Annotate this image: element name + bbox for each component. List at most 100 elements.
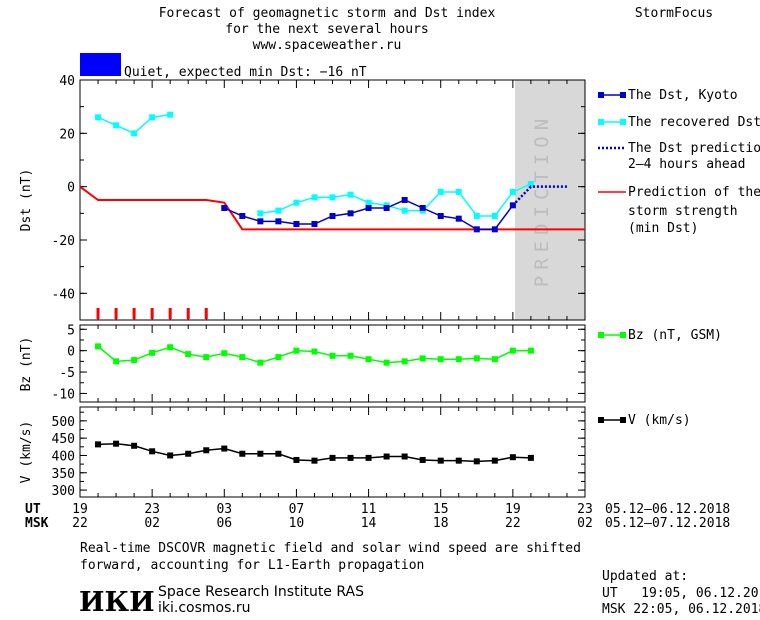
bz-point bbox=[113, 358, 120, 365]
kyoto-dst-point bbox=[221, 205, 228, 211]
bz-point bbox=[167, 344, 174, 351]
kyoto-dst-point bbox=[329, 213, 336, 219]
v-point bbox=[149, 448, 156, 455]
msk-tick-label: 22 bbox=[72, 516, 88, 531]
bz-point bbox=[365, 356, 372, 363]
v-point bbox=[419, 456, 426, 463]
y-tick-label: 40 bbox=[59, 74, 75, 89]
y-tick-label: 350 bbox=[52, 467, 75, 482]
y-tick-label: 500 bbox=[52, 415, 75, 430]
kyoto-dst-point bbox=[347, 210, 354, 217]
legend-v: V (km/s) bbox=[628, 413, 691, 428]
bz-point bbox=[401, 358, 408, 365]
updated-ut: UT 19:05, 06.12.2018 bbox=[602, 586, 760, 601]
legend-bz-marker bbox=[598, 332, 604, 338]
bz-point bbox=[383, 359, 390, 366]
chart-title-line2: for the next several hours bbox=[225, 22, 429, 37]
status-label: Quiet, expected min Dst: −16 nT bbox=[124, 65, 367, 80]
footnote-line2: forward, accounting for L1-Earth propaga… bbox=[80, 558, 424, 573]
kyoto-dst-point bbox=[437, 213, 444, 219]
recovered-dst-point bbox=[509, 189, 516, 195]
msk-row-label: MSK bbox=[25, 516, 49, 531]
recovered-dst-point bbox=[95, 114, 102, 121]
legend-kyoto-marker bbox=[598, 92, 604, 98]
v-point bbox=[113, 440, 120, 447]
dst-axis-label: Dst (nT) bbox=[19, 169, 34, 232]
msk-tick-label: 22 bbox=[505, 516, 521, 531]
v-point bbox=[239, 450, 246, 457]
legend-bz: Bz (nT, GSM) bbox=[628, 328, 722, 343]
bz-point bbox=[527, 347, 534, 354]
legend-storm-line2: storm strength bbox=[628, 204, 738, 219]
kyoto-dst-point bbox=[419, 205, 426, 211]
institute-url: iki.cosmos.ru bbox=[158, 600, 250, 616]
bz-point bbox=[131, 357, 138, 364]
bz-point bbox=[437, 356, 444, 363]
y-tick-label: -10 bbox=[52, 387, 75, 402]
recovered-dst-point bbox=[527, 181, 534, 187]
v-point bbox=[167, 452, 174, 459]
v-point bbox=[365, 454, 372, 461]
kyoto-dst-point bbox=[473, 226, 480, 233]
bz-point bbox=[149, 349, 156, 356]
recovered-dst-point bbox=[113, 122, 120, 129]
bz-point bbox=[185, 351, 192, 358]
recovered-dst-point bbox=[275, 207, 282, 214]
bz-point bbox=[275, 354, 282, 361]
institute-name: Space Research Institute RAS bbox=[158, 584, 364, 600]
msk-tick-label: 14 bbox=[361, 516, 377, 531]
v-point bbox=[257, 450, 264, 457]
ut-tick-label: 03 bbox=[216, 502, 232, 517]
y-tick-label: -20 bbox=[52, 234, 75, 249]
bz-point bbox=[257, 359, 264, 366]
y-tick-label: -40 bbox=[52, 287, 75, 302]
legend-kyoto-marker bbox=[620, 92, 626, 98]
y-tick-label: 400 bbox=[52, 449, 75, 464]
ut-tick-label: 15 bbox=[433, 502, 449, 517]
storm-strength-line bbox=[79, 185, 585, 231]
recovered-dst-point bbox=[149, 114, 156, 121]
status-swatch bbox=[80, 53, 121, 76]
legend-bz-marker bbox=[620, 332, 626, 338]
ut-row-label: UT bbox=[25, 502, 41, 517]
v-point bbox=[275, 450, 282, 457]
msk-tick-label: 18 bbox=[433, 516, 449, 531]
website-label: www.spaceweather.ru bbox=[253, 38, 402, 53]
iki-logo: ИКИ bbox=[79, 587, 155, 618]
legend-kyoto: The Dst, Kyoto bbox=[628, 88, 738, 103]
recovered-dst-point bbox=[491, 213, 498, 219]
y-tick-label: 5 bbox=[67, 323, 75, 338]
v-point bbox=[437, 457, 444, 464]
v-point bbox=[527, 454, 534, 461]
bz-point bbox=[95, 343, 102, 350]
legend-prediction-line1: The Dst prediction bbox=[628, 141, 760, 156]
prediction-zone bbox=[515, 80, 585, 320]
v-point bbox=[455, 457, 462, 464]
updated-msk: MSK 22:05, 06.12.2018 bbox=[602, 602, 760, 617]
v-point bbox=[491, 457, 498, 464]
v-point bbox=[203, 447, 210, 454]
ut-date-range: 05.12–06.12.2018 bbox=[605, 502, 730, 517]
kyoto-dst-point bbox=[365, 205, 372, 211]
ut-tick-label: 23 bbox=[577, 502, 593, 517]
kyoto-dst-point bbox=[293, 221, 300, 227]
kyoto-dst-point bbox=[383, 205, 390, 211]
recovered-dst-point bbox=[293, 199, 300, 206]
recovered-dst-point bbox=[473, 213, 480, 219]
updated-label: Updated at: bbox=[602, 569, 688, 584]
kyoto-dst-point bbox=[455, 215, 462, 222]
dst-prediction-line bbox=[511, 185, 567, 207]
prediction-zone-label: PREDICTION bbox=[531, 113, 553, 287]
bz-point bbox=[221, 350, 228, 357]
v-point bbox=[311, 457, 318, 464]
ut-tick-label: 23 bbox=[144, 502, 160, 517]
bz-point bbox=[293, 347, 300, 354]
msk-tick-label: 02 bbox=[144, 516, 160, 531]
bz-point bbox=[347, 352, 354, 359]
bz-point bbox=[311, 348, 318, 355]
bz-point bbox=[509, 347, 516, 354]
ut-tick-label: 19 bbox=[72, 502, 88, 517]
legend-storm-line3: (min Dst) bbox=[628, 221, 698, 236]
y-tick-label: 0 bbox=[67, 345, 75, 360]
kyoto-dst-point bbox=[491, 226, 498, 233]
